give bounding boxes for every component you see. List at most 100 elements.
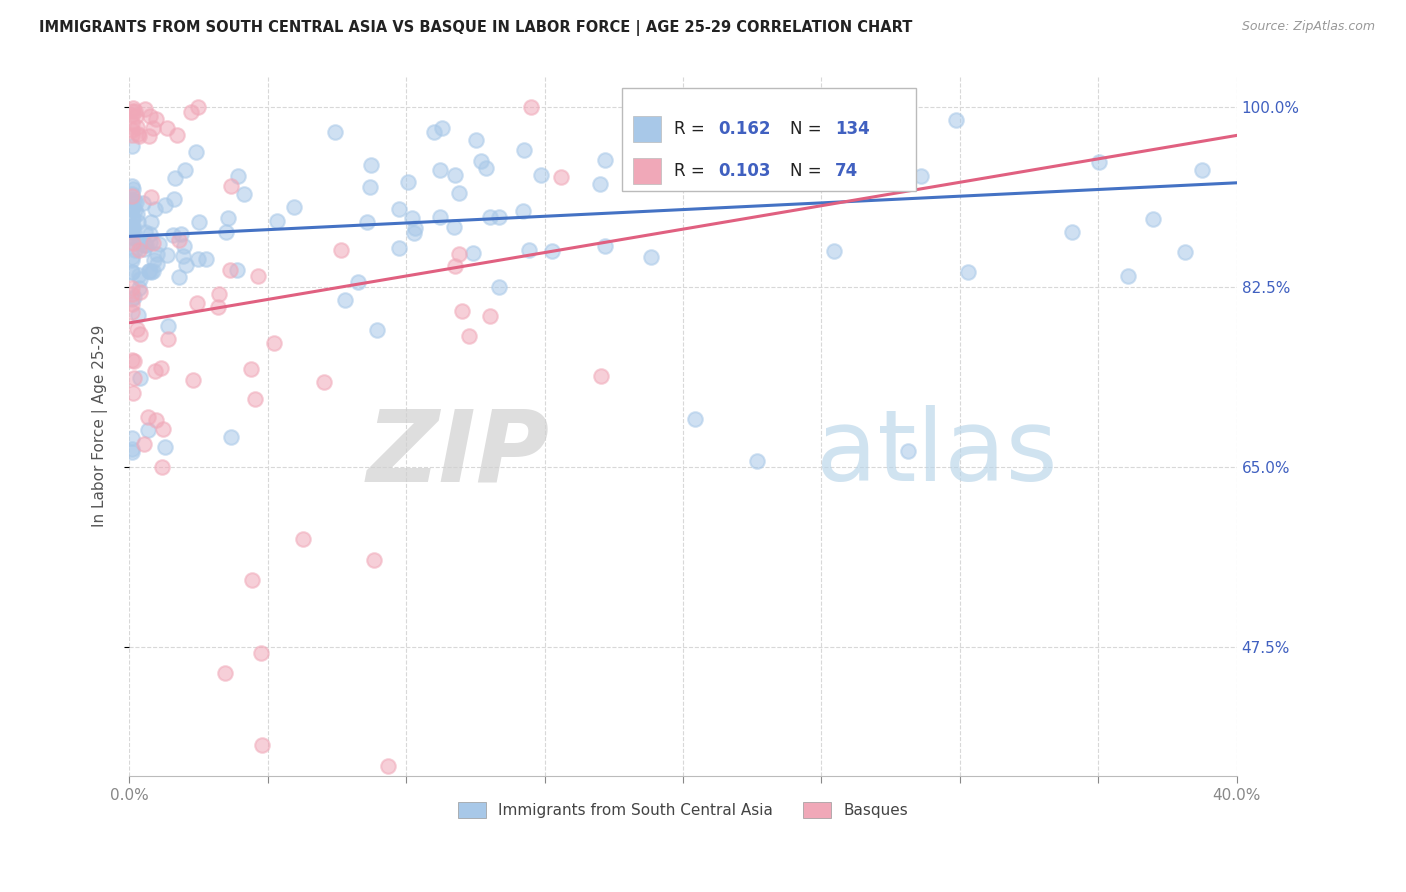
Point (121, 265, 143, 279)
Y-axis label: In Labor Force | Age 25-29: In Labor Force | Age 25-29 (93, 325, 108, 527)
Point (121, 265, 143, 279)
Point (124, 243, 146, 257)
Point (404, 220, 426, 235)
Point (449, 246, 471, 260)
Legend: Immigrants from South Central Asia, Basques: Immigrants from South Central Asia, Basq… (453, 797, 914, 824)
Point (127, 215, 149, 229)
Point (138, 235, 160, 249)
Point (1062, 226, 1084, 240)
Point (142, 264, 165, 278)
Point (124, 290, 146, 304)
Point (401, 211, 423, 225)
Point (194, 252, 217, 266)
Point (153, 198, 176, 212)
Point (121, 200, 143, 214)
Point (135, 238, 157, 252)
Point (138, 227, 160, 242)
Point (132, 436, 155, 450)
Text: R =: R = (673, 162, 710, 180)
Point (121, 187, 143, 202)
Point (145, 112, 167, 126)
Point (347, 276, 370, 290)
Point (129, 285, 152, 299)
Point (150, 460, 173, 475)
Text: 0.103: 0.103 (718, 162, 770, 180)
Point (897, 444, 920, 458)
Point (593, 239, 616, 253)
Point (127, 308, 149, 322)
Point (121, 228, 143, 243)
Point (513, 143, 536, 157)
Point (423, 125, 446, 139)
Point (121, 250, 143, 264)
Text: 74: 74 (835, 162, 858, 180)
Point (388, 241, 411, 255)
Point (167, 270, 190, 285)
Point (122, 181, 145, 195)
Point (146, 257, 169, 271)
Point (121, 431, 143, 445)
Point (451, 303, 474, 318)
Point (138, 264, 160, 278)
Point (121, 202, 143, 216)
Point (170, 227, 193, 241)
Point (366, 323, 388, 337)
Point (121, 304, 143, 318)
Point (550, 169, 572, 184)
Point (683, 411, 706, 425)
Point (457, 328, 479, 343)
Point (335, 293, 357, 307)
Point (125, 206, 148, 220)
Point (449, 186, 471, 201)
Point (174, 258, 197, 272)
Point (377, 759, 399, 773)
Point (134, 225, 156, 239)
Point (263, 336, 285, 351)
Text: ZIP: ZIP (367, 406, 550, 502)
Text: 134: 134 (835, 120, 869, 138)
Point (127, 120, 149, 134)
Point (142, 252, 165, 267)
Point (138, 109, 160, 123)
Point (252, 739, 274, 753)
Point (128, 268, 150, 282)
Bar (633, 116, 661, 142)
Point (360, 158, 382, 172)
Point (240, 574, 263, 588)
Point (1142, 212, 1164, 227)
Point (621, 163, 644, 178)
Point (207, 300, 229, 314)
Point (429, 163, 451, 178)
Point (121, 224, 143, 238)
Point (166, 128, 188, 143)
Point (173, 239, 195, 253)
Point (134, 102, 156, 116)
Point (647, 141, 669, 155)
Point (134, 238, 156, 252)
Point (121, 235, 143, 249)
Point (239, 362, 262, 376)
Point (145, 202, 167, 217)
FancyBboxPatch shape (621, 88, 915, 191)
Point (187, 100, 209, 114)
Point (122, 235, 145, 250)
Text: N =: N = (790, 120, 827, 138)
Point (323, 125, 346, 139)
Point (122, 225, 145, 239)
Point (148, 236, 170, 251)
Point (214, 666, 236, 681)
Point (208, 287, 231, 301)
Point (121, 189, 143, 203)
Point (134, 242, 156, 256)
Point (122, 211, 145, 226)
Point (152, 422, 174, 436)
Point (172, 249, 194, 263)
Point (945, 113, 967, 128)
Point (475, 161, 498, 175)
Point (138, 129, 160, 144)
Point (478, 210, 501, 224)
Point (444, 168, 467, 182)
Text: atlas: atlas (815, 406, 1057, 502)
Point (142, 121, 165, 136)
Point (519, 99, 541, 113)
